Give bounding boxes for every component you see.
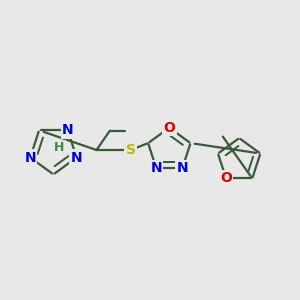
Text: H: H bbox=[54, 141, 64, 154]
Text: N: N bbox=[24, 151, 36, 164]
Text: O: O bbox=[164, 121, 175, 135]
Text: N: N bbox=[177, 161, 188, 175]
Text: N: N bbox=[150, 161, 162, 175]
Text: O: O bbox=[220, 171, 232, 185]
Text: N: N bbox=[62, 123, 74, 137]
Text: N: N bbox=[71, 151, 82, 164]
Text: S: S bbox=[126, 143, 136, 157]
